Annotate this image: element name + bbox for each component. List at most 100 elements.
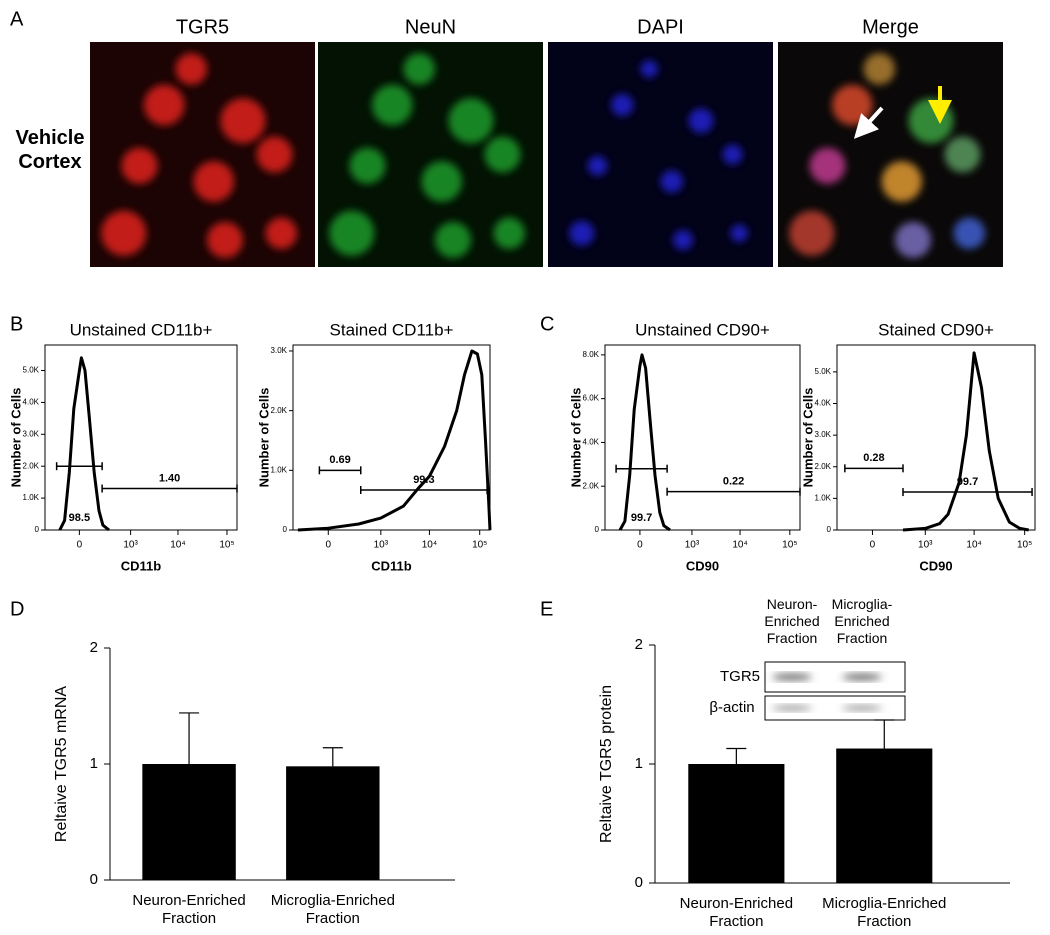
cell xyxy=(329,210,375,256)
y-tick-label: 6.0K xyxy=(583,394,600,403)
y-tick-label: 2.0K xyxy=(23,461,40,470)
cell xyxy=(435,222,471,258)
y-tick-label: 1.0K xyxy=(815,493,832,502)
y-tick-label: 1.0K xyxy=(23,493,40,502)
channel-title: Merge xyxy=(862,16,919,38)
histogram-curve xyxy=(58,356,110,532)
cell xyxy=(611,93,634,117)
x-axis-label: CD90 xyxy=(919,558,952,573)
blot-column-label: Neuron- Enriched Fraction xyxy=(764,596,820,646)
cell xyxy=(101,210,147,256)
x-tick-label: 10³ xyxy=(123,540,138,551)
blot-column-label: Microglia- Enriched Fraction xyxy=(831,596,893,646)
x-tick-label: Neuron-Enriched Fraction xyxy=(132,892,246,927)
cell xyxy=(256,136,293,173)
y-tick-label: 3.0K xyxy=(271,346,288,355)
plot-frame xyxy=(836,344,1036,531)
y-tick-label: 4.0K xyxy=(23,398,40,407)
cell xyxy=(448,98,494,144)
panel-label: B xyxy=(10,313,23,335)
cell xyxy=(895,222,931,258)
cell xyxy=(193,161,234,202)
x-tick-label: 10³ xyxy=(685,540,700,551)
cell xyxy=(403,53,435,85)
x-tick-label: 10⁴ xyxy=(732,540,747,551)
cell xyxy=(863,53,895,85)
cell xyxy=(660,170,683,193)
cell xyxy=(372,84,413,126)
gate-label: 0.28 xyxy=(863,452,884,464)
x-tick-label: Microglia-Enriched Fraction xyxy=(270,892,395,927)
chart-title: Stained CD90+ xyxy=(878,320,994,339)
y-tick-label: 3.0K xyxy=(815,430,832,439)
y-tick-label: 5.0K xyxy=(23,366,40,375)
x-tick-label: 10⁴ xyxy=(966,540,981,551)
cell xyxy=(640,60,658,78)
y-tick-label: 0 xyxy=(283,525,288,534)
y-tick-label: 0 xyxy=(90,871,98,888)
cell xyxy=(881,161,922,202)
cell xyxy=(587,155,608,176)
y-axis-label: Number of Cells xyxy=(568,388,583,488)
cell xyxy=(175,53,207,85)
x-tick-label: 10⁵ xyxy=(782,540,797,551)
x-axis-label: CD11b xyxy=(121,558,162,573)
x-tick-label: 10⁵ xyxy=(219,540,234,551)
gate-label: 99.7 xyxy=(631,512,652,524)
cell xyxy=(421,161,462,202)
blot-band xyxy=(842,705,882,711)
cell xyxy=(688,108,714,134)
cell xyxy=(832,84,873,126)
channel-title: NeuN xyxy=(405,16,456,38)
cell xyxy=(265,217,297,249)
y-tick-label: 0 xyxy=(35,525,40,534)
y-axis-label: Number of Cells xyxy=(256,388,271,488)
gate-label: 1.40 xyxy=(159,472,180,484)
cell xyxy=(953,217,985,249)
y-tick-label: 2 xyxy=(635,636,643,653)
cell xyxy=(220,98,266,144)
blot-band xyxy=(772,674,812,680)
bar xyxy=(836,748,933,883)
plot-frame xyxy=(604,344,801,531)
y-tick-label: 1 xyxy=(635,755,643,772)
y-tick-label: 3.0K xyxy=(23,429,40,438)
y-axis-label: Number of Cells xyxy=(800,388,815,488)
x-tick-label: 0 xyxy=(77,540,83,551)
x-tick-label: 10³ xyxy=(374,540,389,551)
cell xyxy=(730,224,748,242)
x-tick-label: 0 xyxy=(870,540,876,551)
channel-title: TGR5 xyxy=(176,16,229,38)
gate-label: 99.3 xyxy=(413,474,434,486)
plot-frame xyxy=(292,344,491,531)
y-tick-label: 0 xyxy=(827,525,832,534)
blot-row-label: TGR5 xyxy=(720,668,760,685)
bar xyxy=(688,764,785,883)
y-tick-label: 0 xyxy=(595,525,600,534)
blot-band xyxy=(772,705,812,711)
cell xyxy=(144,84,185,126)
x-tick-label: 0 xyxy=(637,540,643,551)
panel-label: E xyxy=(540,598,553,620)
chart-title: Unstained CD11b+ xyxy=(70,320,213,339)
histogram-curve xyxy=(297,349,492,532)
cell xyxy=(722,144,743,165)
chart-title: Unstained CD90+ xyxy=(635,320,770,339)
chart-title: Stained CD11b+ xyxy=(330,320,454,339)
y-tick-label: 0 xyxy=(635,874,643,891)
cell xyxy=(207,222,243,258)
x-tick-label: 10⁵ xyxy=(1017,540,1032,551)
x-tick-label: 10⁵ xyxy=(472,540,487,551)
cell xyxy=(484,136,521,173)
x-tick-label: 10⁴ xyxy=(170,540,185,551)
x-tick-label: 10⁴ xyxy=(422,540,437,551)
y-tick-label: 2 xyxy=(90,639,98,656)
cell xyxy=(121,147,158,184)
y-tick-label: 4.0K xyxy=(583,438,600,447)
cell xyxy=(569,220,595,246)
y-axis-label: Reltaive TGR5 protein xyxy=(598,685,615,843)
plot-frame xyxy=(44,344,238,531)
row-label: Vehicle Cortex xyxy=(15,127,85,173)
y-tick-label: 1 xyxy=(90,755,98,772)
